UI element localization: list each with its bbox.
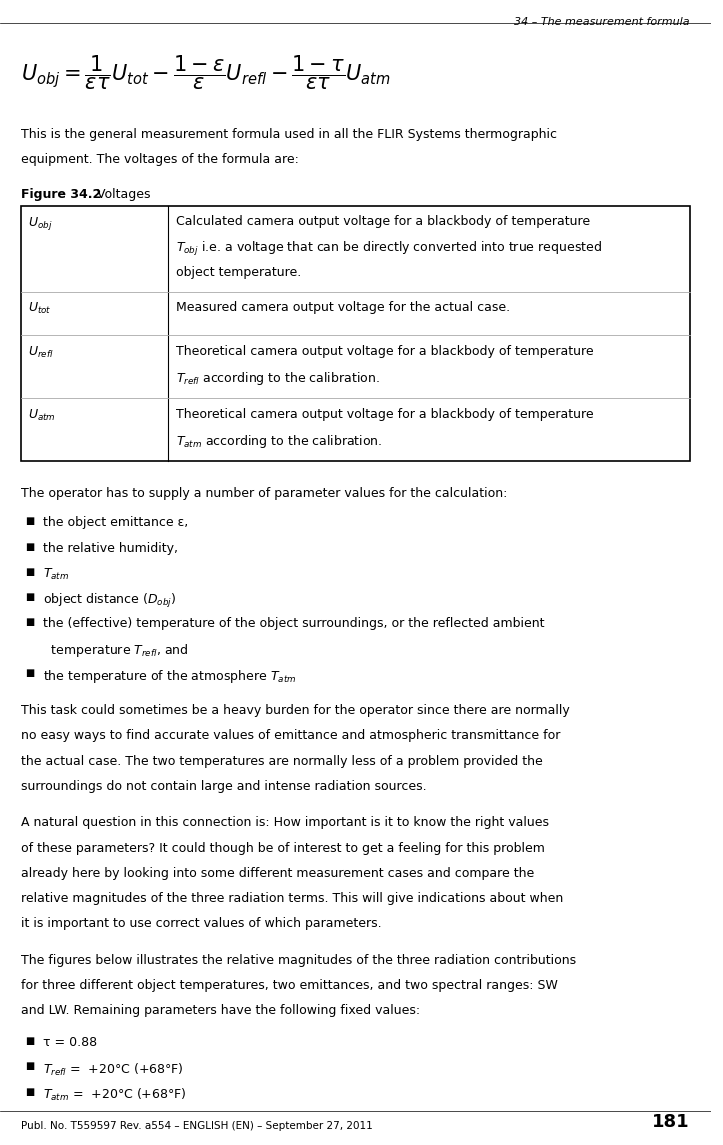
Text: ■: ■	[25, 516, 34, 527]
Text: the temperature of the atmosphere $T_{atm}$: the temperature of the atmosphere $T_{at…	[43, 668, 296, 685]
Text: The operator has to supply a number of parameter values for the calculation:: The operator has to supply a number of p…	[22, 487, 508, 499]
Text: $T_{atm}$: $T_{atm}$	[43, 567, 69, 582]
Text: $T_{obj}$ i.e. a voltage that can be directly converted into true requested: $T_{obj}$ i.e. a voltage that can be dir…	[176, 240, 602, 259]
Text: surroundings do not contain large and intense radiation sources.: surroundings do not contain large and in…	[22, 780, 427, 792]
Text: ■: ■	[25, 592, 34, 602]
Text: of these parameters? It could though be of interest to get a feeling for this pr: of these parameters? It could though be …	[22, 842, 545, 854]
Text: ■: ■	[25, 668, 34, 678]
Text: Voltages: Voltages	[89, 188, 150, 200]
Text: it is important to use correct values of which parameters.: it is important to use correct values of…	[22, 917, 382, 930]
Text: $U_{obj} = \dfrac{1}{\varepsilon\tau}U_{tot} - \dfrac{1-\varepsilon}{\varepsilon: $U_{obj} = \dfrac{1}{\varepsilon\tau}U_{…	[22, 54, 391, 93]
Text: $U_{obj}$: $U_{obj}$	[28, 215, 53, 232]
Text: Publ. No. T559597 Rev. a554 – ENGLISH (EN) – September 27, 2011: Publ. No. T559597 Rev. a554 – ENGLISH (E…	[22, 1121, 373, 1131]
FancyBboxPatch shape	[22, 206, 690, 461]
Text: for three different object temperatures, two emittances, and two spectral ranges: for three different object temperatures,…	[22, 979, 558, 992]
Text: Theoretical camera output voltage for a blackbody of temperature: Theoretical camera output voltage for a …	[176, 345, 593, 357]
Text: A natural question in this connection is: How important is it to know the right : A natural question in this connection is…	[22, 816, 549, 829]
Text: relative magnitudes of the three radiation terms. This will give indications abo: relative magnitudes of the three radiati…	[22, 892, 564, 905]
Text: 34 – The measurement formula: 34 – The measurement formula	[515, 17, 690, 27]
Text: already here by looking into some different measurement cases and compare the: already here by looking into some differ…	[22, 867, 534, 879]
Text: $T_{refl}$ according to the calibration.: $T_{refl}$ according to the calibration.	[176, 370, 380, 387]
Text: temperature $T_{refl}$, and: temperature $T_{refl}$, and	[43, 642, 188, 660]
Text: ■: ■	[25, 1061, 34, 1072]
Text: $T_{refl}$ =  +20°C (+68°F): $T_{refl}$ = +20°C (+68°F)	[43, 1061, 184, 1077]
Text: $T_{atm}$ =  +20°C (+68°F): $T_{atm}$ = +20°C (+68°F)	[43, 1087, 187, 1103]
Text: Figure 34.2: Figure 34.2	[22, 188, 102, 200]
Text: ■: ■	[25, 567, 34, 577]
Text: Measured camera output voltage for the actual case.: Measured camera output voltage for the a…	[176, 301, 510, 314]
Text: the (effective) temperature of the object surroundings, or the reflected ambient: the (effective) temperature of the objec…	[43, 617, 544, 630]
Text: This task could sometimes be a heavy burden for the operator since there are nor: This task could sometimes be a heavy bur…	[22, 704, 570, 717]
Text: $U_{refl}$: $U_{refl}$	[28, 345, 54, 360]
Text: 181: 181	[652, 1113, 690, 1131]
Text: equipment. The voltages of the formula are:: equipment. The voltages of the formula a…	[22, 153, 299, 166]
Text: $T_{atm}$ according to the calibration.: $T_{atm}$ according to the calibration.	[176, 433, 382, 450]
Text: Calculated camera output voltage for a blackbody of temperature: Calculated camera output voltage for a b…	[176, 215, 590, 228]
Text: ■: ■	[25, 1087, 34, 1097]
Text: the relative humidity,: the relative humidity,	[43, 542, 178, 554]
Text: $U_{atm}$: $U_{atm}$	[28, 408, 56, 423]
Text: τ = 0.88: τ = 0.88	[43, 1036, 97, 1049]
Text: object distance ($D_{obj}$): object distance ($D_{obj}$)	[43, 592, 176, 610]
Text: and LW. Remaining parameters have the following fixed values:: and LW. Remaining parameters have the fo…	[22, 1004, 421, 1017]
Text: ■: ■	[25, 542, 34, 552]
Text: ■: ■	[25, 1036, 34, 1047]
Text: This is the general measurement formula used in all the FLIR Systems thermograph: This is the general measurement formula …	[22, 128, 557, 141]
Text: no easy ways to find accurate values of emittance and atmospheric transmittance : no easy ways to find accurate values of …	[22, 729, 561, 742]
Text: ■: ■	[25, 617, 34, 627]
Text: The figures below illustrates the relative magnitudes of the three radiation con: The figures below illustrates the relati…	[22, 954, 576, 966]
Text: the actual case. The two temperatures are normally less of a problem provided th: the actual case. The two temperatures ar…	[22, 755, 543, 767]
Text: the object emittance ε,: the object emittance ε,	[43, 516, 188, 529]
Text: Theoretical camera output voltage for a blackbody of temperature: Theoretical camera output voltage for a …	[176, 408, 593, 420]
Text: object temperature.: object temperature.	[176, 266, 301, 278]
Text: $U_{tot}$: $U_{tot}$	[28, 301, 52, 316]
